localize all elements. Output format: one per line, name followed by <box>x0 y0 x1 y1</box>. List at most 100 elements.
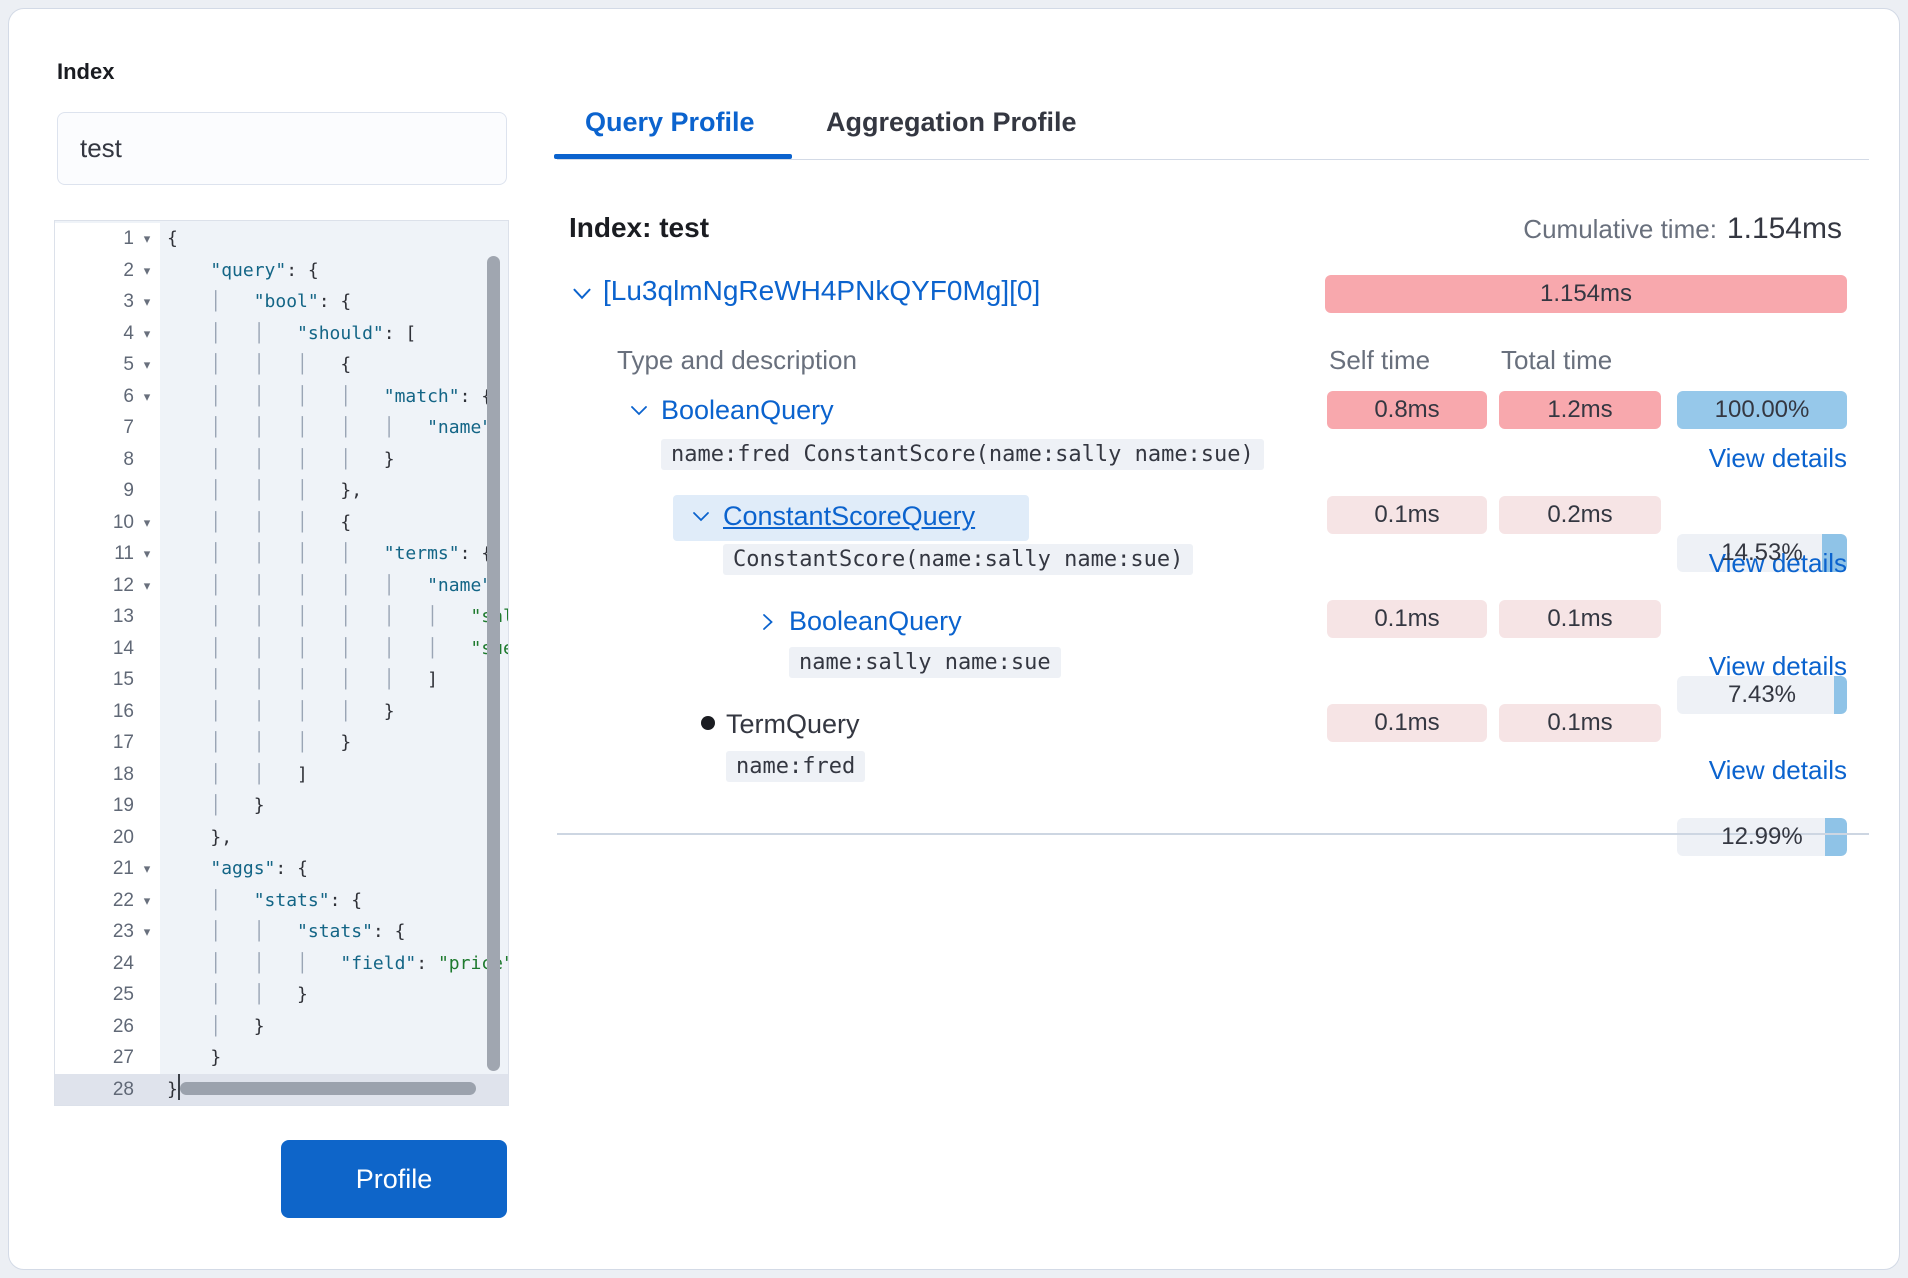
line-number: 8 <box>123 448 134 470</box>
column-header-total-time: Total time <box>1501 345 1613 375</box>
fold-arrow-icon[interactable]: ▾ <box>143 294 151 309</box>
view-details-link[interactable]: View details <box>1708 548 1847 578</box>
code-line[interactable]: │ │ │ { <box>167 511 352 533</box>
tab-query-profile[interactable]: Query Profile <box>585 107 755 137</box>
editor-code[interactable]: { "query": { │ "bool": { │ │ "should": [… <box>160 223 508 1105</box>
code-line[interactable]: │ │ │ │ │ ] <box>167 669 438 690</box>
tab-aggregation-profile[interactable]: Aggregation Profile <box>826 107 1077 137</box>
chevron-down-icon[interactable] <box>569 281 595 307</box>
query-editor[interactable]: 1 ▾ 2 ▾ 3 ▾ 4 ▾ 5 ▾ 6 ▾ 7 8 9 10 ▾ 11 ▾ 12 ▾ 13 14 15 16 17 18 19 20… <box>54 220 509 1106</box>
code-line[interactable]: │ "bool": { <box>167 291 352 312</box>
code-line[interactable]: { <box>167 228 178 249</box>
percent-badge: 100.00% <box>1677 391 1847 429</box>
fold-arrow-icon[interactable]: ▾ <box>143 231 151 246</box>
index-input[interactable] <box>57 112 507 185</box>
code-line[interactable]: "query": { <box>210 259 319 281</box>
line-number: 11 <box>114 543 134 564</box>
fold-arrow-icon[interactable]: ▾ <box>143 262 151 278</box>
line-number: 9 <box>123 480 134 501</box>
chevron-down-icon[interactable] <box>627 399 651 423</box>
column-header-self-time: Self time <box>1329 345 1431 375</box>
code-line[interactable]: } <box>210 1047 222 1068</box>
code-line[interactable]: │ } <box>167 795 265 816</box>
self-time-badge: 0.1ms <box>1327 496 1487 534</box>
line-number: 4 <box>123 322 134 344</box>
line-number: 16 <box>112 700 134 722</box>
fold-arrow-icon[interactable]: ▾ <box>143 577 151 593</box>
total-time-badge: 0.1ms <box>1499 704 1661 742</box>
code-line[interactable]: │ │ │ }, <box>167 480 363 501</box>
query-description: name:sally name:sue <box>789 647 1061 678</box>
profile-button[interactable]: Profile <box>281 1140 507 1218</box>
line-number: 20 <box>112 826 134 848</box>
line-number: 15 <box>112 669 134 690</box>
query-row-name[interactable]: BooleanQuery <box>789 606 962 636</box>
self-time-badge: 0.1ms <box>1327 600 1487 638</box>
code-line[interactable]: │ │ │ │ │ "name": [ <box>167 574 503 596</box>
index-field-label: Index <box>57 59 115 84</box>
view-details-link[interactable]: View details <box>1708 755 1847 785</box>
code-line[interactable]: │ │ │ } <box>167 732 352 753</box>
percent-fill-bar <box>1834 676 1847 714</box>
total-time-badge: 1.2ms <box>1499 391 1661 429</box>
code-line[interactable]: │ │ │ │ │ │ "sally", <box>167 606 508 627</box>
query-row-name[interactable]: BooleanQuery <box>661 395 834 425</box>
shard-toggle[interactable]: [Lu3qlmNgReWH4PNkQYF0Mg][0] <box>603 275 1041 306</box>
code-line[interactable]: │ │ "stats": { <box>167 921 406 942</box>
fold-arrow-icon[interactable]: ▾ <box>143 892 151 908</box>
fold-arrow-icon[interactable]: ▾ <box>143 514 151 530</box>
fold-arrow-icon[interactable]: ▾ <box>143 325 151 341</box>
percent-badge: 14.53% <box>1677 534 1847 572</box>
code-line[interactable]: "aggs": { <box>210 858 308 879</box>
fold-arrow-icon[interactable]: ▾ <box>143 357 151 372</box>
percent-fill-bar <box>1824 818 1847 856</box>
code-line[interactable]: }, <box>210 826 233 848</box>
line-number: 14 <box>112 637 134 659</box>
fold-arrow-icon[interactable]: ▾ <box>143 546 151 561</box>
fold-arrow-icon[interactable]: ▾ <box>143 924 151 939</box>
query-row-name: TermQuery <box>726 709 860 739</box>
code-line[interactable]: │ │ "should": [ <box>167 322 417 344</box>
chevron-down-icon[interactable] <box>689 505 713 529</box>
code-line[interactable]: │ │ } <box>167 984 308 1005</box>
code-line[interactable]: │ │ │ │ } <box>167 700 395 722</box>
line-number: 21 <box>112 858 134 879</box>
total-time-badge: 0.2ms <box>1499 496 1661 534</box>
code-line[interactable]: │ │ ] <box>167 763 308 785</box>
code-line[interactable]: │ │ │ │ "terms": { <box>167 543 493 564</box>
query-row-name[interactable]: ConstantScoreQuery <box>723 501 976 531</box>
code-line[interactable]: │ │ │ │ "match": { <box>167 385 493 407</box>
code-line[interactable]: │ │ │ │ │ │ "sue" <box>167 637 508 659</box>
editor-vertical-scrollbar[interactable] <box>487 256 500 1071</box>
line-number: 3 <box>123 291 134 312</box>
view-details-link[interactable]: View details <box>1708 651 1847 681</box>
line-number: 17 <box>112 732 134 753</box>
query-description: ConstantScore(name:sally name:sue) <box>723 544 1194 575</box>
line-number: 22 <box>112 889 134 911</box>
code-line[interactable]: │ } <box>167 1015 265 1037</box>
line-number: 19 <box>112 795 134 816</box>
chevron-right-icon[interactable] <box>755 610 779 634</box>
editor-horizontal-scrollbar[interactable] <box>180 1082 476 1095</box>
line-number: 5 <box>123 354 134 375</box>
line-number: 1 <box>123 228 134 249</box>
self-time-badge: 0.1ms <box>1327 704 1487 742</box>
code-line[interactable]: │ │ │ │ } <box>167 448 395 470</box>
editor-cursor <box>178 1074 180 1100</box>
view-details-link[interactable]: View details <box>1708 443 1847 473</box>
fold-arrow-icon[interactable]: ▾ <box>143 388 151 404</box>
cumulative-time: Cumulative time: 1.154ms <box>1523 212 1842 246</box>
code-line[interactable]: │ "stats": { <box>167 889 363 911</box>
fold-arrow-icon[interactable]: ▾ <box>143 861 151 876</box>
tabs-divider <box>557 159 1869 160</box>
line-number: 26 <box>112 1015 134 1037</box>
selected-row-highlight <box>673 495 1029 541</box>
line-number: 13 <box>112 606 134 627</box>
code-line[interactable]: │ │ │ { <box>167 354 352 375</box>
search-profiler-panel: Index 1 ▾ 2 ▾ 3 ▾ 4 ▾ 5 ▾ 6 ▾ 7 8 9 10 ▾ 11 ▾ 12 ▾ 13 14 15 16 17… <box>8 8 1900 1270</box>
code-line[interactable]: │ │ │ "field": "price" <box>167 952 508 974</box>
code-line[interactable]: │ │ │ │ │ "name": "fred" <box>167 417 503 438</box>
line-number: 7 <box>123 417 134 438</box>
index-title: Index: test <box>569 212 710 243</box>
self-time-badge: 0.8ms <box>1327 391 1487 429</box>
